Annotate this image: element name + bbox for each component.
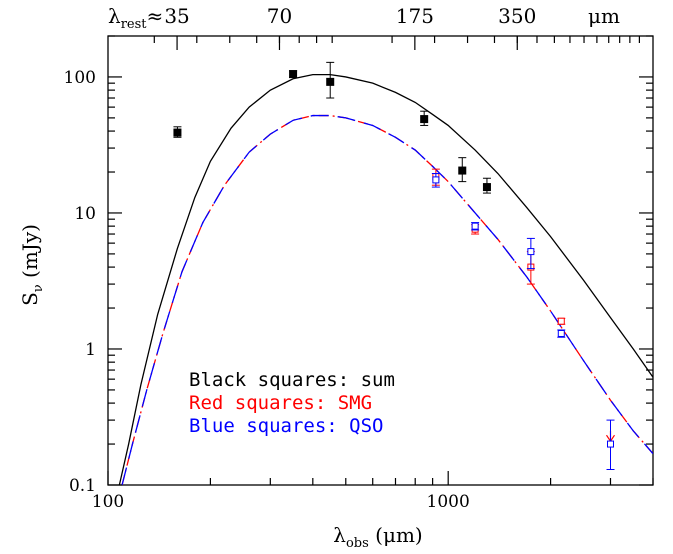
axis-ticks: 35 70 175 350 100 1000 0.1 1 10 100 (64, 4, 654, 512)
top-axis-unit: μm (588, 4, 620, 28)
data-point (458, 166, 467, 175)
x-axis-label-unit: (μm) (369, 523, 423, 547)
data-points (173, 61, 615, 471)
y-axis-label-main: S (18, 292, 42, 306)
top-tick-label: 175 (396, 4, 434, 28)
data-point (432, 176, 440, 184)
data-point (557, 317, 565, 325)
data-point (326, 77, 335, 86)
data-point (606, 440, 614, 448)
y-tick-label: 10 (74, 204, 96, 224)
x-axis-label: λobs (μm) (333, 523, 422, 551)
y-axis-label: Sν (mJy) (18, 224, 46, 306)
model-curve (118, 73, 653, 485)
model-curve (121, 114, 653, 485)
y-tick-label: 100 (64, 68, 96, 88)
top-tick-label: 350 (498, 4, 536, 28)
legend-entry: Red squares: SMG (189, 392, 372, 414)
x-tick-label: 1000 (427, 492, 470, 512)
x-axis-label-sub: obs (346, 536, 369, 551)
model-curve (121, 114, 653, 485)
top-axis-prefix: λrest≈ (108, 4, 163, 32)
top-tick-label: 70 (267, 4, 292, 28)
top-axis-prefix-suffix: ≈ (147, 4, 164, 28)
data-point (420, 115, 429, 124)
model-curves (118, 73, 653, 485)
data-point (527, 248, 535, 256)
top-axis-prefix-sub: rest (121, 17, 148, 32)
y-axis-label-unit: (mJy) (18, 224, 42, 284)
data-point (173, 128, 182, 137)
x-axis-label-main: λ (333, 523, 346, 547)
legend-entry: Black squares: sum (189, 369, 395, 391)
top-tick-label: 35 (164, 4, 189, 28)
x-tick-label: 100 (92, 492, 124, 512)
data-point (557, 329, 565, 337)
data-point (289, 70, 298, 79)
y-tick-label: 0.1 (69, 476, 96, 496)
y-tick-label: 1 (85, 340, 96, 360)
plot-frame (107, 35, 654, 486)
axis-labels: λobs (μm) Sν (mJy) λrest≈ μm (18, 4, 620, 551)
data-point (471, 222, 479, 230)
legend-entry: Blue squares: QSO (189, 415, 383, 437)
data-point (482, 183, 491, 192)
y-axis-label-sub: ν (31, 284, 46, 292)
top-axis-prefix-main: λ (108, 4, 121, 28)
